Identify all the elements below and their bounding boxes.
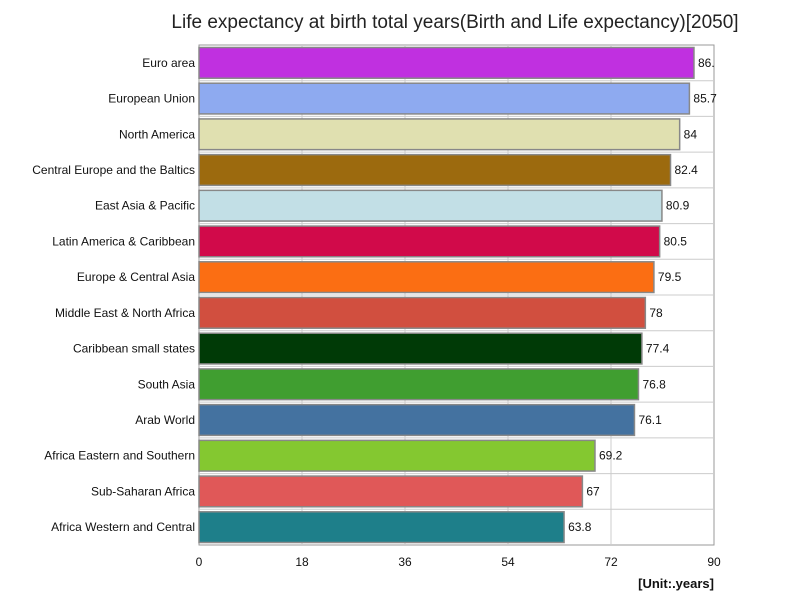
category-label: Latin America & Caribbean bbox=[52, 234, 195, 248]
category-label: East Asia & Pacific bbox=[95, 199, 195, 213]
bar-layer bbox=[198, 46, 695, 544]
bar bbox=[198, 439, 596, 472]
bar bbox=[198, 46, 695, 79]
value-label: 76.1 bbox=[638, 413, 662, 427]
value-label: 84 bbox=[684, 127, 698, 141]
category-label: Middle East & North Africa bbox=[55, 306, 195, 320]
value-label: 86. bbox=[698, 56, 715, 70]
value-label: 77.4 bbox=[646, 342, 670, 356]
category-label: South Asia bbox=[138, 377, 196, 391]
bar bbox=[198, 225, 661, 258]
category-label: North America bbox=[119, 127, 195, 141]
value-label: 80.9 bbox=[666, 199, 690, 213]
value-label: 80.5 bbox=[664, 234, 688, 248]
category-label: Central Europe and the Baltics bbox=[32, 163, 195, 177]
bar bbox=[198, 296, 647, 329]
value-label: 78 bbox=[649, 306, 663, 320]
x-tick-label: 54 bbox=[501, 555, 515, 569]
value-label: 82.4 bbox=[675, 163, 699, 177]
x-tick-label: 36 bbox=[398, 555, 412, 569]
bar bbox=[198, 403, 636, 437]
bar bbox=[198, 153, 672, 187]
category-label: Sub-Saharan Africa bbox=[91, 484, 195, 498]
category-label: Caribbean small states bbox=[73, 342, 195, 356]
bar bbox=[198, 82, 691, 115]
category-label: Euro area bbox=[142, 56, 195, 70]
x-tick-label: 90 bbox=[707, 555, 721, 569]
x-tick-label: 72 bbox=[604, 555, 618, 569]
x-tick-label: 18 bbox=[295, 555, 309, 569]
category-label: Europe & Central Asia bbox=[77, 270, 195, 284]
bar bbox=[198, 118, 681, 151]
value-label: 85.7 bbox=[693, 92, 717, 106]
value-label: 69.2 bbox=[599, 449, 623, 463]
value-label: 76.8 bbox=[642, 377, 666, 391]
category-label: Africa Eastern and Southern bbox=[44, 449, 195, 463]
category-label: Arab World bbox=[135, 413, 195, 427]
bar bbox=[198, 332, 643, 365]
bar bbox=[198, 511, 565, 544]
bar bbox=[198, 261, 655, 294]
value-label: 67 bbox=[586, 484, 600, 498]
unit-label: [Unit:.years] bbox=[638, 576, 714, 591]
bar bbox=[198, 475, 584, 508]
chart-title: Life expectancy at birth total years(Bir… bbox=[171, 12, 739, 33]
label-layer: 0 18 36 54 72 90 Euro area 86. European Union 85.… bbox=[32, 56, 721, 569]
x-tick-label: 0 bbox=[196, 555, 203, 569]
value-label: 63.8 bbox=[568, 520, 592, 534]
bar bbox=[198, 368, 640, 401]
category-label: Africa Western and Central bbox=[51, 520, 195, 534]
bar bbox=[198, 189, 663, 222]
value-label: 79.5 bbox=[658, 270, 682, 284]
category-label: European Union bbox=[108, 92, 195, 106]
